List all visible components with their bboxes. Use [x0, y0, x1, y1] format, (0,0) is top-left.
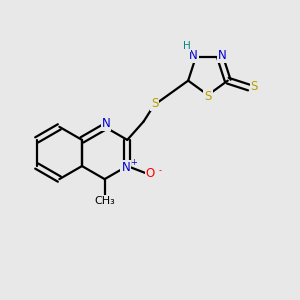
Text: CH₃: CH₃ — [94, 196, 115, 206]
Text: S: S — [204, 90, 211, 103]
Text: N: N — [218, 50, 227, 62]
Text: S: S — [151, 97, 158, 110]
Text: S: S — [250, 80, 258, 92]
Text: N: N — [189, 50, 198, 62]
Text: -: - — [158, 167, 161, 176]
Text: N: N — [122, 161, 130, 174]
Text: +: + — [130, 158, 137, 167]
Text: N: N — [102, 117, 110, 130]
Text: H: H — [183, 41, 191, 51]
Text: O: O — [146, 167, 155, 180]
